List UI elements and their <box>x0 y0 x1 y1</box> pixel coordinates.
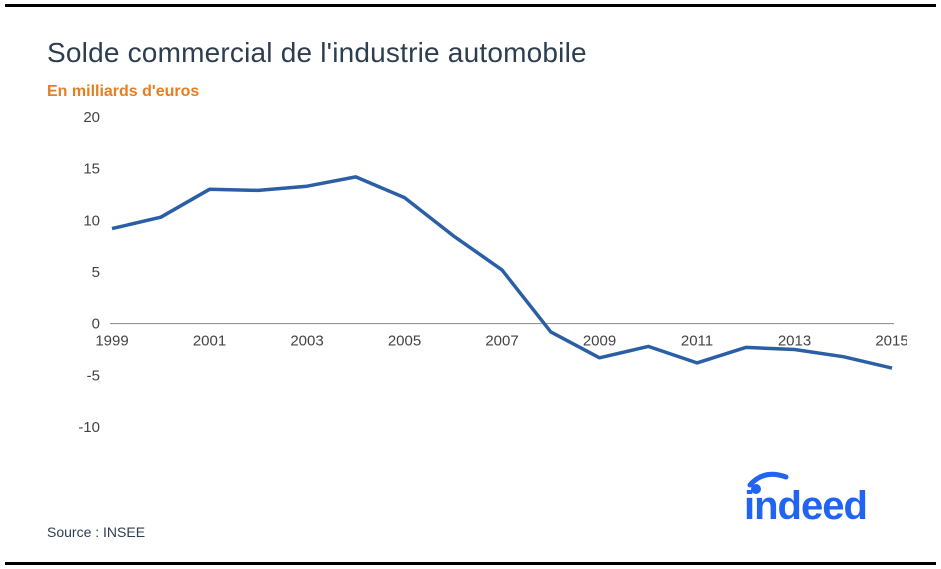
x-tick-label: 2005 <box>388 333 421 350</box>
line-chart: -10 -5 0 5 10 15 20 1999 2001 2003 2005 2007 2009 20… <box>47 107 907 467</box>
x-tick-label: 2015 <box>875 333 907 350</box>
y-tick-label: -5 <box>87 367 100 384</box>
x-tick-label: 2001 <box>193 333 226 350</box>
x-tick-label: 2011 <box>681 333 713 350</box>
y-tick-label: 20 <box>83 109 100 126</box>
indeed-logo: indeed <box>744 467 894 528</box>
x-tick-label: 2009 <box>583 333 616 350</box>
y-tick-label: 0 <box>92 316 100 333</box>
chart-title: Solde commercial de l'industrie automobi… <box>47 37 587 69</box>
source-text: Source : INSEE <box>47 524 145 540</box>
y-tick-label: 10 <box>83 212 100 229</box>
x-tick-label: 2003 <box>290 333 323 350</box>
x-tick-label: 1999 <box>95 333 128 350</box>
x-tick-label: 2013 <box>778 333 811 350</box>
x-tick-label: 2007 <box>485 333 518 350</box>
chart-subtitle: En milliards d'euros <box>47 83 199 101</box>
chart-svg: -10 -5 0 5 10 15 20 1999 2001 2003 2005 2007 2009 20… <box>47 107 907 467</box>
logo-wordmark: indeed <box>744 484 867 523</box>
y-tick-label: 15 <box>83 161 100 178</box>
chart-frame: Solde commercial de l'industrie automobi… <box>5 4 936 565</box>
y-tick-label: 5 <box>92 264 100 281</box>
y-tick-label: -10 <box>78 419 100 436</box>
